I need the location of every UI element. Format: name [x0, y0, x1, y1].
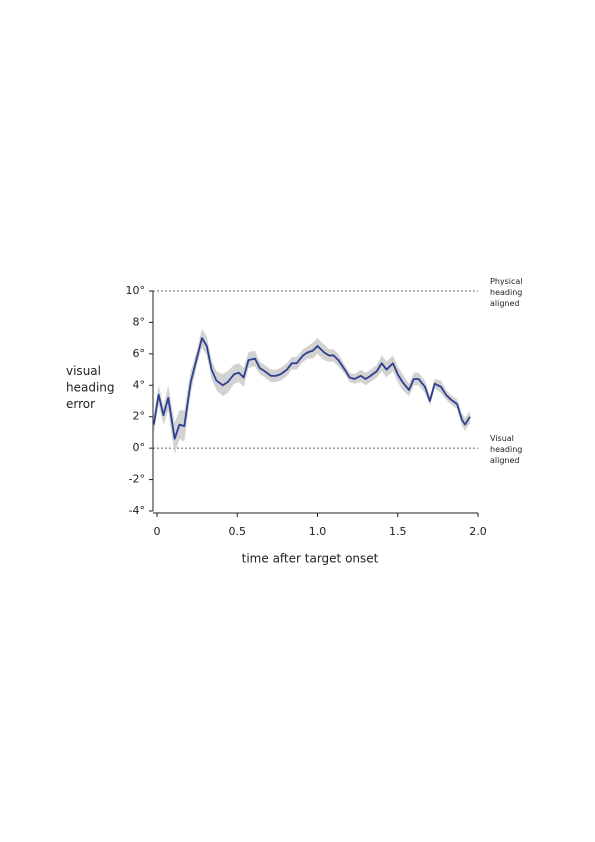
y-axis-label-line: error	[66, 397, 95, 411]
reference-label-line: Visual	[490, 434, 514, 443]
y-axis-label: visual heading error	[66, 364, 115, 411]
x-tick-label: 0	[154, 525, 161, 538]
y-tick-label: 4°	[133, 378, 146, 391]
y-tick-label: -4°	[129, 504, 145, 517]
line	[152, 337, 471, 440]
x-tick-label: 1.0	[309, 525, 327, 538]
x-tick-label: 1.5	[389, 525, 407, 538]
y-axis-label-line: heading	[66, 380, 115, 394]
y-axis-label-line: visual	[66, 364, 101, 378]
x-tick-label: 0.5	[229, 525, 247, 538]
reference-label: Physical heading aligned	[490, 277, 523, 308]
reference-label-line: aligned	[490, 456, 520, 465]
x-tick-label: 2.0	[469, 525, 487, 538]
y-tick-label: 6°	[133, 347, 146, 360]
y-tick-label: -2°	[129, 473, 145, 486]
reference-label: Visual heading aligned	[490, 434, 522, 465]
y-tick-label: 0°	[133, 441, 146, 454]
reference-label-line: aligned	[490, 299, 520, 308]
x-axis-label: time after target onset	[242, 552, 379, 566]
reference-label-line: Physical	[490, 277, 523, 286]
reference-label-line: heading	[490, 288, 522, 297]
reference-label-line: heading	[490, 445, 522, 454]
y-tick-label: 8°	[133, 315, 146, 328]
y-tick-label: 2°	[133, 410, 146, 423]
error-band	[153, 328, 470, 455]
y-tick-label: 10°	[126, 284, 146, 297]
